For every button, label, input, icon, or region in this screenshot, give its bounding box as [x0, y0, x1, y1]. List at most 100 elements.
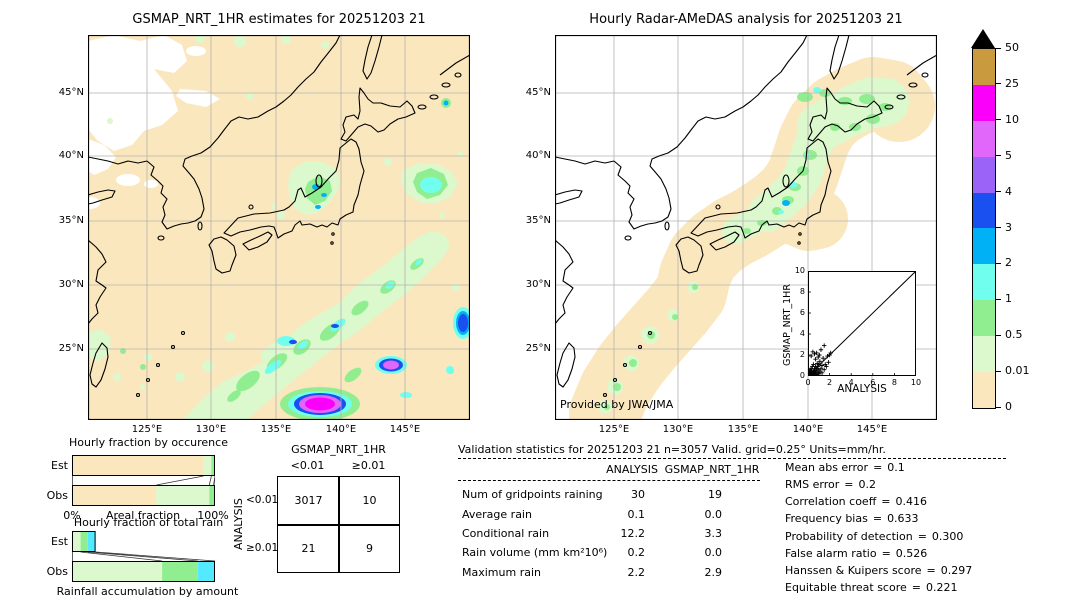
- score-value: 0.2: [858, 478, 876, 491]
- coastlines: [88, 35, 470, 398]
- scatter-inset: GSMAP_NRT_1HR ANALYSIS 0 0 2 2 4 4 6 6 8 8 10 10: [780, 262, 937, 402]
- contingency-row-label: <0.01: [246, 494, 279, 506]
- scatter-xtick-label: 8: [891, 378, 897, 387]
- colorbar-tick: [996, 406, 1001, 408]
- right-map-xtick: 140°E: [792, 424, 824, 435]
- stats-analysis-value: 0.2: [627, 546, 646, 559]
- colorbar: [972, 48, 996, 409]
- right-map-ytick: 45°N: [525, 87, 551, 98]
- occurrence-row-label-obs: Obs: [46, 489, 68, 502]
- stats-gsmap-value: 0.0: [704, 546, 723, 559]
- equals-sign: =: [881, 547, 891, 560]
- total-rain-xlabel: Rainfall accumulation by amount: [56, 585, 239, 598]
- colorbar-tick: [996, 119, 1001, 121]
- scatter-ytick-label: 8: [799, 287, 805, 296]
- colorbar-tick-label: 0.5: [1005, 328, 1023, 342]
- stats-row-label: Num of gridpoints raining: [462, 488, 603, 501]
- score-label: False alarm ratio: [785, 547, 877, 560]
- equals-sign: =: [881, 495, 891, 508]
- score-label: RMS error: [785, 478, 840, 491]
- colorbar-tick: [996, 262, 1001, 264]
- colorbar-overflow-triangle: [971, 29, 995, 48]
- colorbar-tick: [996, 83, 1001, 85]
- score-label: Mean abs error: [785, 461, 869, 474]
- left-map-ytick: 40°N: [58, 150, 84, 161]
- left-map-gsmap-estimates: [88, 35, 470, 420]
- left-map-ytick: 35°N: [58, 215, 84, 226]
- stats-row-label: Rain volume (mm km²10⁶): [462, 546, 608, 559]
- scatter-xlabel: ANALYSIS: [837, 383, 887, 395]
- contingency-value-false: 10: [362, 494, 377, 507]
- colorbar-tick: [996, 227, 1001, 228]
- colorbar-tick: [996, 155, 1001, 157]
- score-label: Probability of detection: [785, 530, 913, 543]
- colorbar-tick-label: 50: [1005, 41, 1019, 54]
- colorbar-segment: [973, 264, 995, 301]
- stats-row-label: Conditional rain: [462, 527, 550, 540]
- equals-sign: =: [926, 564, 936, 577]
- occurrence-row-label-est: Est: [51, 459, 68, 472]
- colorbar-tick-label: 25: [1005, 76, 1019, 90]
- score-value: 0.526: [895, 547, 928, 560]
- map-gridlines: [88, 35, 470, 420]
- colorbar-segment: [973, 228, 995, 265]
- stats-analysis-value: 12.2: [620, 527, 646, 540]
- contingency-row-group: ANALYSIS: [232, 498, 245, 551]
- divider: [458, 480, 760, 481]
- stats-gsmap-value: 2.9: [704, 566, 723, 579]
- score-far: False alarm ratio = 0.526: [785, 547, 927, 560]
- score-hanssen-kuipers: Hanssen & Kuipers score = 0.297: [785, 564, 972, 577]
- left-map-xtick: 145°E: [389, 424, 421, 435]
- score-value: 0.297: [940, 564, 973, 577]
- total-rain-row-label-est: Est: [51, 535, 68, 548]
- score-label: Equitable threat score: [785, 581, 907, 594]
- equals-sign: =: [872, 512, 883, 525]
- colorbar-tick-labels: 50 25 10 5 4 3 2 1 0.5 0.01 0: [996, 41, 1046, 413]
- colorbar-tick: [996, 47, 1001, 49]
- left-map-ytick: 45°N: [58, 87, 84, 98]
- stats-analysis-value: 30: [631, 488, 645, 501]
- stats-row-label: Maximum rain: [462, 566, 541, 579]
- left-map-border: [88, 35, 470, 420]
- scatter-xtick-label: 6: [870, 378, 876, 387]
- score-value: 0.300: [931, 530, 964, 543]
- left-map-ytick: 30°N: [58, 279, 84, 290]
- scatter-xtick-label: 4: [848, 378, 854, 387]
- colorbar-segment: [973, 336, 995, 373]
- colorbar-segment: [973, 372, 995, 408]
- colorbar-segment: [973, 120, 995, 157]
- colorbar-tick: [996, 334, 1001, 336]
- contingency-col-label: <0.01: [290, 459, 325, 472]
- stats-gsmap-value: 0.0: [704, 508, 723, 521]
- scatter-ytick-label: 6: [799, 308, 805, 317]
- colorbar-tick: [996, 191, 1001, 193]
- stats-row-label: Average rain: [462, 508, 532, 521]
- score-value: 0.633: [887, 512, 919, 525]
- scatter-ytick-label: 0: [799, 371, 805, 380]
- colorbar-tick-label: 10: [1005, 112, 1019, 126]
- scatter-ytick-label: 4: [799, 329, 805, 338]
- colorbar-segment: [973, 192, 995, 229]
- stats-col-analysis: ANALYSIS: [606, 463, 658, 476]
- score-rms-error: RMS error = 0.2: [785, 478, 876, 491]
- right-map-xtick: 130°E: [662, 424, 694, 435]
- score-value: 0.1: [887, 461, 905, 474]
- right-map-title: Hourly Radar-AMeDAS analysis for 2025120…: [589, 12, 903, 27]
- stats-gsmap-value: 3.3: [704, 527, 723, 540]
- scatter-xtick-label: 2: [827, 378, 833, 387]
- occurrence-xlabel: Areal fraction: [105, 509, 181, 522]
- contingency-value-hits-none: 3017: [294, 494, 323, 507]
- left-map-ytick: 25°N: [58, 343, 84, 354]
- colorbar-tick-label: 4: [1005, 184, 1012, 198]
- score-label: Hanssen & Kuipers score: [785, 564, 922, 577]
- right-map-xtick: 125°E: [598, 424, 630, 435]
- scatter-plot: [808, 271, 916, 376]
- contingency-value-hits: 9: [366, 542, 373, 555]
- total-rain-bar-chart: [72, 531, 215, 582]
- colorbar-segment: [973, 84, 995, 121]
- stats-analysis-value: 0.1: [627, 508, 646, 521]
- score-label: Correlation coeff: [785, 495, 877, 508]
- divider: [458, 458, 1006, 459]
- colorbar-tick: [996, 298, 1001, 300]
